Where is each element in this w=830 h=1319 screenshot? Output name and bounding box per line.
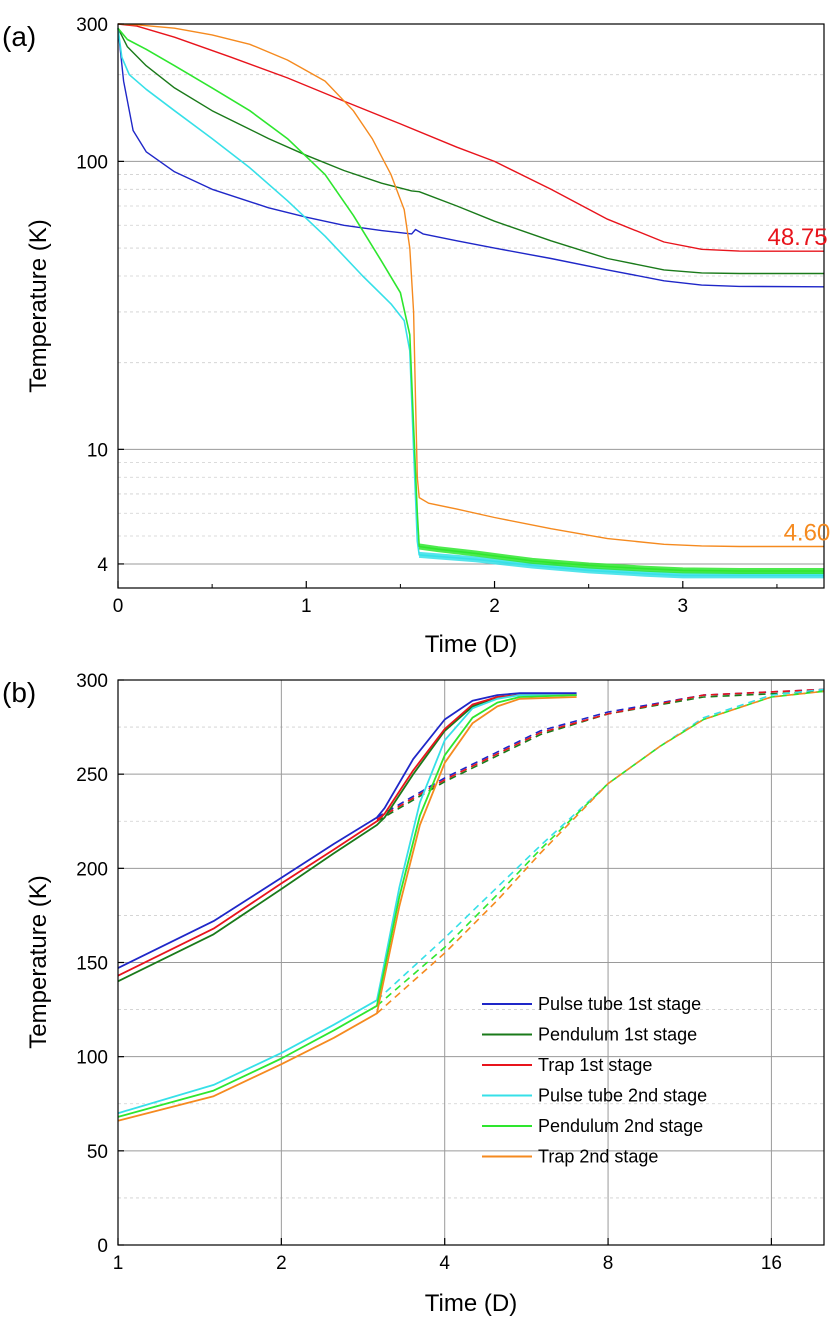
panel-b-series-line: [117, 696, 577, 1122]
panel-b-series-projection: [376, 688, 825, 821]
panel-a-ytick-label: 100: [76, 152, 108, 173]
panel-a-series: [117, 23, 825, 579]
panel-a-series-line: [117, 27, 824, 275]
panel-a-label: (a): [2, 21, 36, 52]
panel-b-series-line: [117, 694, 577, 1118]
panel-a-series-line: [117, 23, 824, 252]
panel-b-xtick-label: 4: [439, 1253, 450, 1274]
panel-b-series-line: [117, 694, 577, 983]
panel-a-grid: [118, 23, 824, 565]
panel-b-series-projection: [376, 690, 825, 1007]
panel-a-ticks: 4 10 100 300 0 1 2 3: [76, 15, 778, 617]
panel-b-ytick-label: 100: [76, 1048, 108, 1069]
panel-b-series-line: [117, 692, 577, 969]
panel-b-xlabel: Time (D): [425, 1290, 517, 1317]
panel-a-frame: [117, 23, 825, 589]
panel-a-ylabel: Temperature (K): [25, 219, 52, 392]
panel-b-legend-label: Pulse tube 2nd stage: [538, 1086, 707, 1106]
panel-b-label: (b): [2, 677, 36, 708]
panel-b-ytick-label: 0: [97, 1236, 108, 1257]
panel-a-series-noise-band: [418, 551, 824, 579]
panel-b-series-projection: [376, 688, 825, 819]
panel-b-legend-label: Trap 2nd stage: [538, 1147, 658, 1167]
panel-b-ytick-label: 200: [76, 859, 108, 880]
panel-b-legend-label: Pendulum 2nd stage: [538, 1116, 703, 1136]
panel-b-ytick-label: 250: [76, 765, 108, 786]
panel-a-series-line: [117, 27, 824, 572]
panel-a-series-line: [117, 23, 824, 548]
panel-a-ytick-label: 10: [87, 440, 108, 461]
panel-a-xlabel: Time (D): [425, 631, 517, 658]
panel-b-xtick-label: 1: [113, 1253, 124, 1274]
panel-a-xtick-label: 2: [489, 596, 500, 617]
panel-b-grid: [117, 679, 824, 1246]
panel-b-legend-label: Pendulum 1st stage: [538, 1025, 697, 1045]
panel-a-series-noise-band: [418, 543, 824, 574]
panel-a-annotation: 48.75: [767, 224, 827, 251]
panel-b-legend-label: Pulse tube 1st stage: [538, 994, 701, 1014]
panel-b-xtick-label: 8: [603, 1253, 614, 1274]
panel-a-series-line: [117, 28, 825, 288]
panel-b-series-line: [117, 694, 577, 977]
panel-b-legend-label: Trap 1st stage: [538, 1055, 652, 1075]
panel-b-xtick-label: 2: [276, 1253, 287, 1274]
panel-b-xtick-label: 16: [761, 1253, 782, 1274]
panel-a-ytick-label: 300: [76, 15, 108, 36]
panel-a-annotations: 48.75 4.60: [767, 224, 830, 546]
panel-b-series-projection: [376, 690, 825, 822]
panel-a-series-line: [117, 28, 824, 577]
panel-b-series: [117, 688, 825, 1122]
panel-a-xtick-label: 0: [113, 596, 124, 617]
panel-b-ytick-label: 150: [76, 954, 108, 975]
panel-b-ytick-label: 300: [76, 671, 108, 692]
panel-b-series-projection: [376, 690, 825, 1014]
panel-b-legend: Pulse tube 1st stage Pendulum 1st stage Tr…: [482, 994, 707, 1167]
panel-b-ticks: 0 50 100 150 200 250 300 1 2 4 8 16: [76, 671, 782, 1274]
panel-a-ytick-label: 4: [97, 555, 108, 576]
panel-b-ylabel: Temperature (K): [25, 875, 52, 1048]
panel-a-xtick-label: 1: [301, 596, 312, 617]
panel-b-series-line: [117, 694, 577, 1115]
panel-a-xtick-label: 3: [678, 596, 689, 617]
panel-b-ytick-label: 50: [87, 1142, 108, 1163]
panel-a-annotation: 4.60: [784, 519, 830, 546]
